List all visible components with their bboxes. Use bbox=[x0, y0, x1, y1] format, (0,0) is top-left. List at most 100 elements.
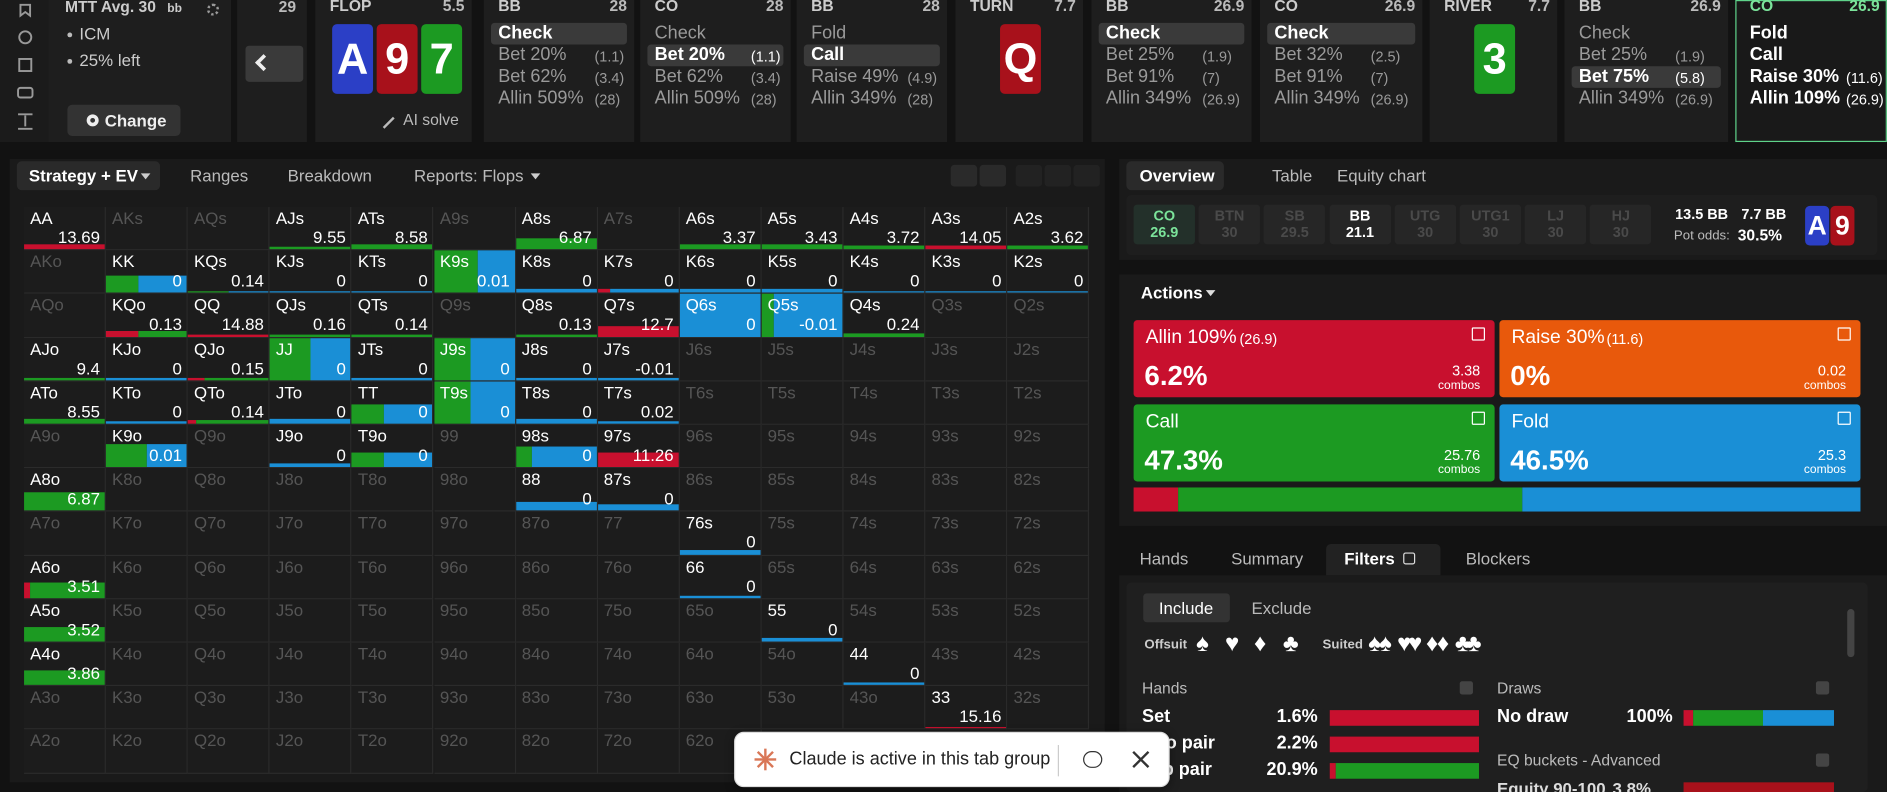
hand-cell[interactable]: Q7s 12.7 bbox=[597, 294, 680, 338]
grid-tab[interactable]: Reports: Flops bbox=[413, 166, 524, 186]
hand-cell[interactable]: AQs bbox=[187, 207, 270, 251]
position-chip[interactable]: CO 26.9 bbox=[1133, 204, 1195, 245]
hand-cell[interactable]: A4s 3.72 bbox=[843, 207, 926, 251]
position-chip[interactable]: LJ 30 bbox=[1524, 204, 1587, 245]
hand-cell[interactable]: 55 0 bbox=[761, 599, 844, 643]
close-button[interactable] bbox=[1130, 749, 1152, 771]
hand-cell[interactable]: 98s 0 bbox=[515, 424, 598, 469]
overview-tab[interactable]: Table bbox=[1271, 166, 1313, 186]
hand-cell[interactable]: T8s 0 bbox=[515, 381, 598, 425]
hand-cell[interactable]: 85s bbox=[761, 468, 844, 512]
hand-cell[interactable]: 88 0 bbox=[515, 468, 598, 512]
hand-cell[interactable]: 63o bbox=[679, 686, 762, 730]
hand-cell[interactable]: 82s bbox=[1007, 468, 1090, 512]
suit-filter[interactable]: ♣ bbox=[1282, 630, 1299, 658]
hand-cell[interactable]: J2s bbox=[1007, 337, 1090, 382]
hand-cell[interactable]: 96o bbox=[433, 555, 516, 600]
hand-cell[interactable]: 73s bbox=[925, 512, 1008, 556]
hand-cell[interactable]: QJs 0.16 bbox=[269, 294, 352, 338]
hand-cell[interactable]: 73o bbox=[597, 686, 680, 730]
chat-button[interactable] bbox=[1083, 751, 1103, 768]
checkbox[interactable] bbox=[1459, 681, 1473, 695]
hand-cell[interactable]: 84o bbox=[515, 642, 598, 687]
hand-cell[interactable]: 33 15.16 bbox=[925, 686, 1008, 730]
option-label[interactable]: Bet 25% bbox=[1105, 44, 1175, 65]
hand-cell[interactable]: Q3o bbox=[187, 686, 270, 730]
hand-cell[interactable]: A7s bbox=[597, 207, 680, 251]
hand-cell[interactable]: 83o bbox=[515, 686, 598, 730]
view-button[interactable] bbox=[950, 164, 978, 187]
option-label[interactable]: Bet 62% bbox=[654, 66, 723, 87]
option-label[interactable]: Bet 20% bbox=[498, 44, 567, 65]
position-chip[interactable]: UTG1 30 bbox=[1459, 204, 1522, 245]
hand-cell[interactable]: 96s bbox=[679, 424, 762, 469]
hand-cell[interactable]: A9s bbox=[433, 207, 516, 251]
hand-cell[interactable]: Q8o bbox=[187, 468, 270, 512]
hand-cell[interactable]: K2s 0 bbox=[1007, 250, 1090, 295]
hand-cell[interactable]: K2o bbox=[106, 729, 188, 774]
hand-cell[interactable]: 94s bbox=[843, 424, 926, 469]
option-label[interactable]: Bet 62% bbox=[498, 66, 567, 87]
option-label[interactable]: Allin 349% bbox=[811, 87, 897, 109]
hand-cell[interactable]: A8s 6.87 bbox=[515, 207, 598, 251]
hand-cell[interactable]: 95o bbox=[433, 599, 516, 643]
hand-cell[interactable]: A9o bbox=[24, 424, 107, 469]
hand-cell[interactable]: T3o bbox=[351, 686, 434, 730]
hand-cell[interactable]: JTo 0 bbox=[269, 381, 352, 425]
hand-cell[interactable]: Q2s bbox=[1007, 294, 1090, 338]
suit-filter[interactable]: ♦ bbox=[1253, 630, 1267, 658]
hand-cell[interactable]: K8o bbox=[106, 468, 188, 512]
hand-cell[interactable]: T5s bbox=[761, 381, 844, 425]
hand-cell[interactable]: 76s 0 bbox=[679, 512, 762, 556]
hand-cell[interactable]: A7o bbox=[24, 512, 107, 556]
hand-cell[interactable]: 77 bbox=[597, 512, 680, 556]
hand-cell[interactable]: A3o bbox=[24, 686, 107, 730]
hand-cell[interactable]: 75o bbox=[597, 599, 680, 643]
hand-cell[interactable]: Q6o bbox=[187, 555, 270, 600]
hand-cell[interactable]: J5o bbox=[269, 599, 352, 643]
hand-cell[interactable]: QTo 0.14 bbox=[187, 381, 270, 425]
hand-cell[interactable]: T3s bbox=[925, 381, 1008, 425]
hand-cell[interactable]: T2o bbox=[351, 729, 434, 774]
hand-cell[interactable]: A5s 3.43 bbox=[761, 207, 844, 251]
hand-cell[interactable]: 42s bbox=[1007, 642, 1090, 687]
option-label[interactable]: Check bbox=[1105, 22, 1161, 44]
option-label[interactable]: Allin 349% bbox=[1274, 87, 1360, 109]
checkbox[interactable] bbox=[1815, 681, 1830, 695]
hand-cell[interactable]: QTs 0.14 bbox=[351, 294, 434, 338]
hand-cell[interactable]: 74s bbox=[843, 512, 926, 556]
suited-filter[interactable]: ♠ bbox=[1379, 630, 1392, 658]
option-label[interactable]: Fold bbox=[811, 22, 847, 44]
action-box[interactable]: Allin 109% (26.9) 6.2% 3.38 combos bbox=[1133, 320, 1495, 398]
option-label[interactable]: Allin 509% bbox=[654, 87, 740, 109]
hand-cell[interactable]: KQo 0.13 bbox=[106, 294, 188, 338]
hand-cell[interactable]: K9s 0.01 bbox=[433, 250, 516, 295]
hand-cell[interactable]: Q9o bbox=[187, 424, 270, 469]
hand-cell[interactable]: 87s 0 bbox=[597, 468, 680, 512]
hand-cell[interactable]: 82o bbox=[515, 729, 598, 774]
hand-cell[interactable]: 64o bbox=[679, 642, 762, 687]
option-label[interactable]: Check bbox=[1578, 22, 1631, 44]
hand-cell[interactable]: 95s bbox=[761, 424, 844, 469]
hand-cell[interactable]: KQs 0.14 bbox=[187, 250, 270, 295]
hand-cell[interactable]: A5o 3.52 bbox=[24, 599, 107, 643]
hand-cell[interactable]: 54s bbox=[843, 599, 926, 643]
hand-cell[interactable]: K6s 0 bbox=[679, 250, 762, 295]
option-label[interactable]: Bet 32% bbox=[1274, 44, 1343, 65]
hand-cell[interactable]: T4o bbox=[351, 642, 434, 687]
position-chip[interactable]: SB 29.5 bbox=[1264, 204, 1326, 245]
hand-cell[interactable]: 53s bbox=[925, 599, 1008, 643]
hand-cell[interactable]: J8s 0 bbox=[515, 337, 598, 382]
suited-filter[interactable]: ♣ bbox=[1454, 630, 1471, 658]
hand-cell[interactable]: Q9s bbox=[433, 294, 516, 338]
filter-tab[interactable]: Hands bbox=[1139, 548, 1189, 569]
option-label[interactable]: Raise 30% bbox=[1749, 66, 1840, 87]
suited-filter[interactable]: ♥ bbox=[1397, 630, 1412, 658]
hand-cell[interactable]: 97o bbox=[433, 512, 516, 556]
option-label[interactable]: Call bbox=[1749, 44, 1783, 65]
view-button[interactable] bbox=[1073, 164, 1100, 187]
hand-cell[interactable]: Q6s 0 bbox=[679, 294, 762, 338]
hand-cell[interactable]: J7s -0.01 bbox=[597, 337, 680, 382]
hand-cell[interactable]: JTs 0 bbox=[351, 337, 434, 382]
hand-cell[interactable]: 63s bbox=[925, 555, 1008, 600]
